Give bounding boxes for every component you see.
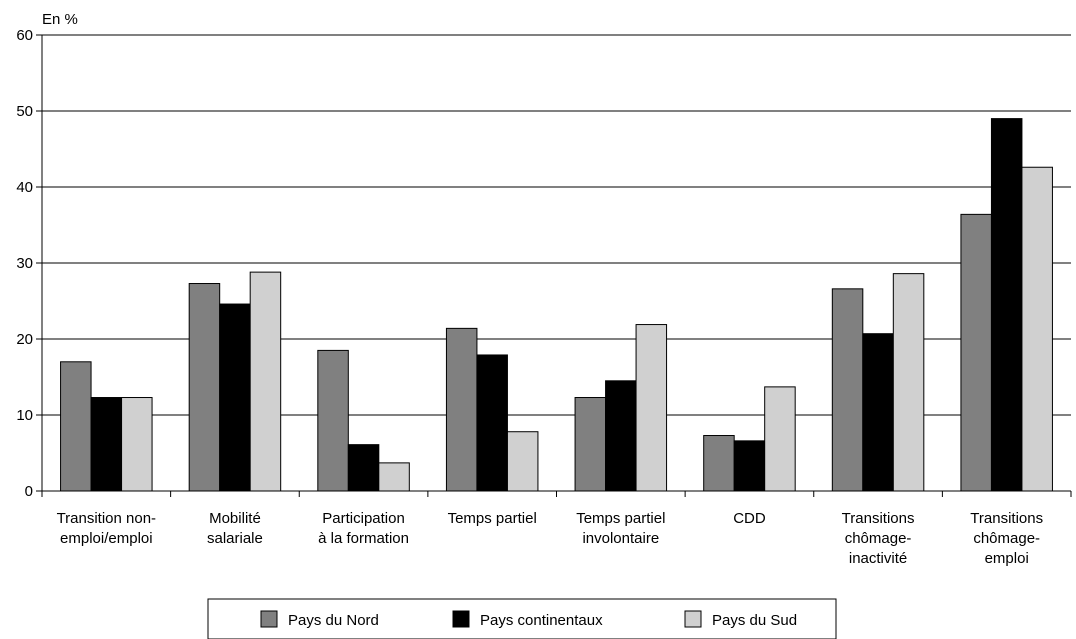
- bar: [764, 386, 796, 492]
- bar: [960, 213, 992, 492]
- legend-swatch: [452, 610, 470, 628]
- x-tick-label: Participation à la formation: [318, 510, 409, 547]
- legend-box: [207, 598, 837, 639]
- bar: [60, 361, 92, 492]
- bar: [862, 333, 894, 492]
- bar: [635, 324, 668, 492]
- y-tick-label: 0: [25, 483, 33, 500]
- bar: [990, 118, 1023, 492]
- y-tick-label: 50: [16, 103, 33, 120]
- bar: [317, 349, 349, 492]
- x-tick-label: Temps partiel involontaire: [576, 510, 665, 547]
- bar: [219, 303, 251, 492]
- y-tick-label: 40: [16, 179, 33, 196]
- legend-label: Pays du Nord: [288, 612, 379, 629]
- x-tick-label: Transition non-emploi/emploi: [57, 510, 157, 547]
- bar: [574, 397, 607, 492]
- bar: [188, 283, 221, 492]
- x-tick-label: CDD: [733, 510, 766, 527]
- bar: [445, 327, 478, 492]
- x-tick-label: Transitions chômage-inactivité: [842, 510, 915, 567]
- bar: [892, 273, 925, 492]
- x-tick-label: Transitions chômage-emploi: [970, 510, 1043, 567]
- bar: [506, 431, 539, 492]
- y-tick-label: 10: [16, 407, 33, 424]
- bar: [476, 354, 508, 492]
- x-tick-label: Mobilité salariale: [207, 510, 263, 547]
- bar: [733, 440, 766, 492]
- y-tick-label: 30: [16, 255, 33, 272]
- bar: [831, 288, 864, 492]
- legend-label: Pays du Sud: [712, 612, 797, 629]
- legend-swatch: [260, 610, 278, 628]
- y-tick-label: 60: [16, 27, 33, 44]
- legend-swatch: [684, 610, 702, 628]
- legend: Pays du Nord Pays continentaux Pays du Sud: [207, 598, 837, 639]
- bar: [1021, 166, 1053, 492]
- bar: [703, 435, 735, 492]
- bar: [605, 380, 637, 492]
- bar: [249, 271, 282, 492]
- x-tick-label: Temps partiel: [448, 510, 537, 527]
- bar: [378, 462, 410, 492]
- bar: [347, 444, 380, 492]
- bar: [90, 397, 123, 492]
- legend-label: Pays continentaux: [480, 612, 603, 629]
- bar: [121, 397, 153, 492]
- y-tick-label: 20: [16, 331, 33, 348]
- y-axis-label: En %: [42, 11, 78, 28]
